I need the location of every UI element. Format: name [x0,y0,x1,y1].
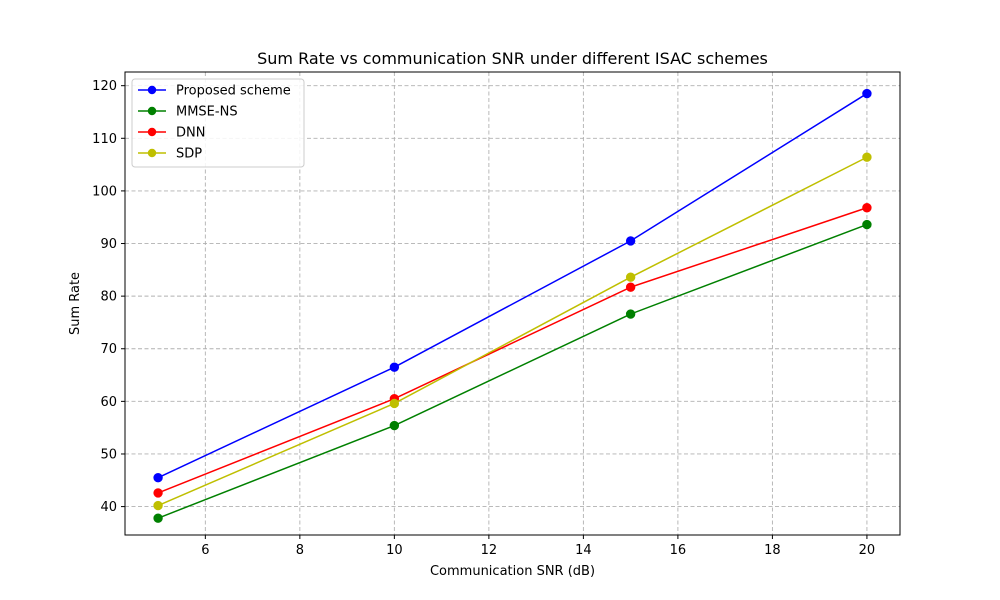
legend-item: SDP [138,147,202,162]
legend-label: SDP [176,147,202,162]
y-tick-label: 80 [100,290,117,305]
legend-label: Proposed scheme [176,84,291,99]
data-point [389,398,400,409]
legend-item: DNN [138,126,205,141]
series-mmse-ns [153,219,872,523]
x-tick-label: 16 [670,543,687,558]
series-line [157,207,868,494]
y-axis-label: Sum Rate [68,272,83,335]
x-tick-label: 20 [859,543,876,558]
data-point [862,219,872,230]
legend: Proposed scheme MMSE-NS DNN SDP [131,78,305,168]
legend-marker [147,106,157,116]
data-point [153,513,163,523]
data-point [153,488,163,498]
data-point [153,500,163,511]
data-point [625,236,636,246]
legend-marker [147,148,157,158]
legend-label: MMSE-NS [176,105,238,120]
x-tick-label: 8 [296,543,304,558]
data-point [389,420,400,431]
plot-frame [124,71,901,536]
legend-marker [147,85,157,95]
chart-title: Sum Rate vs communication SNR under diff… [257,49,768,68]
data-point [862,152,872,162]
x-tick-label: 14 [575,543,592,558]
x-tick-label: 6 [201,543,209,558]
y-tick-label: 50 [100,447,117,462]
y-tick-label: 70 [100,342,117,357]
x-tick-label: 18 [764,543,781,558]
series-line [157,156,868,507]
y-tick-label: 100 [92,184,117,199]
data-point [625,282,636,292]
grid-lines [125,72,900,535]
y-tick-label: 40 [100,500,117,515]
series-sdp [153,152,872,511]
y-tick-label: 90 [100,237,117,252]
legend-item: Proposed scheme [138,84,291,99]
data-point [625,309,636,319]
y-tick-label: 60 [100,395,117,410]
series-line [157,92,868,479]
x-axis-label: Communication SNR (dB) [430,564,595,579]
x-tick-label: 12 [481,543,498,558]
data-point [389,362,400,372]
y-tick-label: 110 [92,132,117,147]
legend-box [131,78,305,168]
series-line [157,223,868,519]
data-point [862,203,872,213]
series-proposed-scheme [153,88,872,483]
series-layer [153,88,872,523]
x-tick-label: 10 [386,543,403,558]
data-point [625,272,636,282]
legend-marker [147,127,157,137]
y-tick-label: 120 [92,79,117,94]
x-axis: 6 8 10 12 14 16 18 20 [201,535,875,558]
y-axis: 40 50 60 70 80 90 100 110 120 [92,79,125,515]
legend-label: DNN [176,126,205,141]
legend-item: MMSE-NS [138,105,238,120]
data-point [862,88,872,99]
data-point [153,472,163,483]
